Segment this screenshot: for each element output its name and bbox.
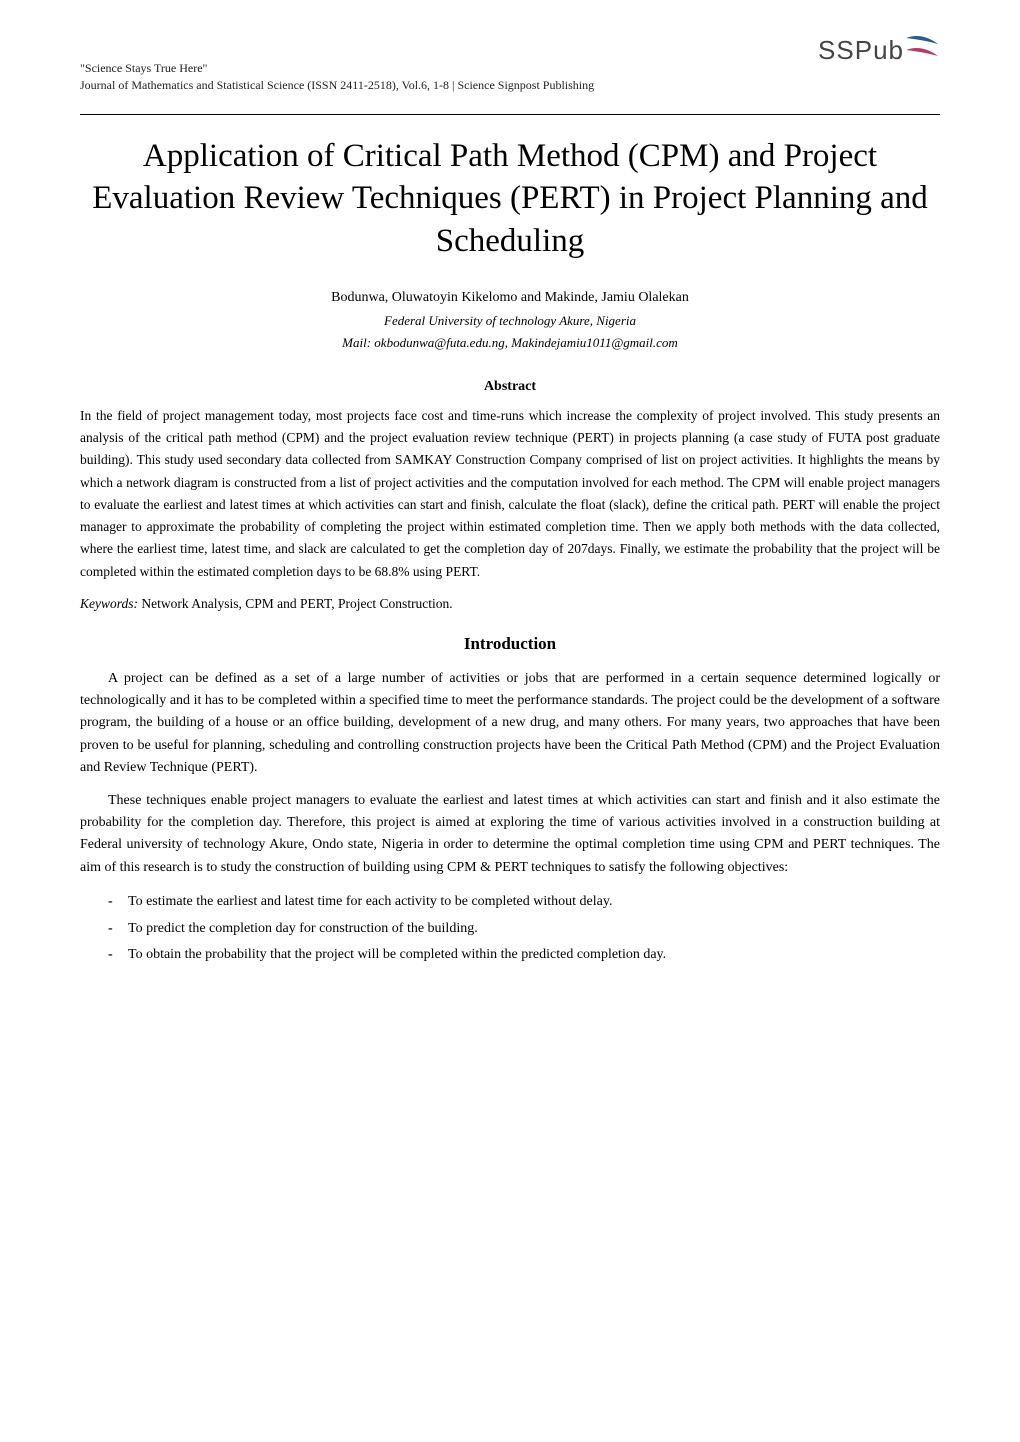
section-heading-introduction: Introduction — [80, 632, 940, 656]
abstract-heading: Abstract — [80, 377, 940, 397]
header-text-block: "Science Stays True Here" Journal of Mat… — [80, 60, 594, 94]
header-divider — [80, 114, 940, 115]
publisher-logo: SSPub — [818, 30, 940, 70]
affiliation-line: Federal University of technology Akure, … — [80, 312, 940, 330]
tagline: "Science Stays True Here" — [80, 60, 594, 77]
intro-para-1: A project can be defined as a set of a l… — [80, 668, 940, 780]
email-line: Mail: okbodunwa@futa.edu.ng, Makindejami… — [80, 334, 940, 352]
authors-line: Bodunwa, Oluwatoyin Kikelomo and Makinde… — [80, 288, 940, 308]
list-item: To obtain the probability that the proje… — [128, 942, 940, 969]
logo-swoosh-icon — [904, 30, 940, 70]
list-item: To predict the completion day for constr… — [128, 916, 940, 943]
journal-line: Journal of Mathematics and Statistical S… — [80, 77, 594, 94]
keywords-label: Keywords: — [80, 596, 138, 611]
page-header: "Science Stays True Here" Journal of Mat… — [80, 60, 940, 94]
keywords-text: Network Analysis, CPM and PERT, Project … — [138, 596, 453, 611]
paper-title: Application of Critical Path Method (CPM… — [80, 135, 940, 264]
objectives-list: To estimate the earliest and latest time… — [80, 889, 940, 969]
list-item: To estimate the earliest and latest time… — [128, 889, 940, 916]
intro-para-2: These techniques enable project managers… — [80, 790, 940, 880]
logo-text: SSPub — [818, 32, 904, 68]
abstract-body: In the field of project management today… — [80, 405, 940, 583]
keywords-line: Keywords: Network Analysis, CPM and PERT… — [80, 595, 940, 614]
